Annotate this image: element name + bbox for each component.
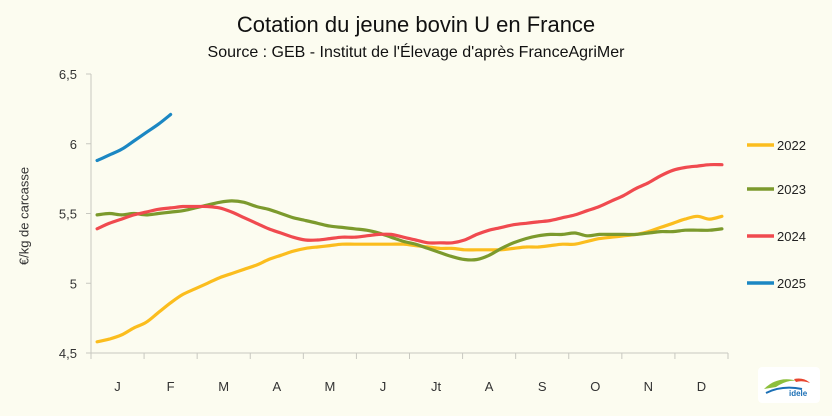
x-ticks: J F M A M J Jt A S O N D: [90, 353, 729, 394]
y-tick-label: 6: [70, 137, 77, 152]
y-tick-label: 5: [70, 276, 77, 291]
x-tick-label: M: [218, 379, 229, 394]
idele-logo: [758, 367, 820, 403]
logo-text: idele: [789, 389, 808, 398]
x-tick-label: N: [644, 379, 653, 394]
x-tick-label: D: [697, 379, 706, 394]
y-tick-label: 4,5: [59, 346, 77, 361]
chart-title: Cotation du jeune bovin U en France: [236, 12, 596, 37]
x-tick-label: A: [485, 379, 494, 394]
legend-label-2024: 2024: [777, 229, 806, 244]
y-tick-label: 5,5: [59, 207, 77, 222]
series-line-2023: [95, 199, 724, 262]
axes: [90, 74, 728, 354]
x-tick-label: A: [272, 379, 281, 394]
x-tick-label: O: [590, 379, 600, 394]
legend-label-2022: 2022: [777, 138, 806, 153]
y-tick-label: 6,5: [59, 67, 77, 82]
x-tick-label: S: [538, 379, 547, 394]
x-tick-label: J: [114, 379, 121, 394]
legend: 2022 2023 2024 2025: [747, 138, 806, 291]
legend-label-2023: 2023: [777, 182, 806, 197]
x-tick-label: J: [380, 379, 387, 394]
chart-subtitle: Source : GEB - Institut de l'Élevage d'a…: [207, 44, 625, 61]
x-tick-label: Jt: [431, 379, 442, 394]
y-ticks: 4,5 5 5,5 6 6,5: [59, 67, 91, 361]
series-line-2024: [95, 162, 724, 245]
x-tick-label: M: [324, 379, 335, 394]
series-line-2025: [95, 112, 173, 163]
x-tick-label: F: [167, 379, 175, 394]
series-line-2022: [95, 214, 724, 344]
legend-label-2025: 2025: [777, 276, 806, 291]
series-lines: [95, 112, 724, 344]
